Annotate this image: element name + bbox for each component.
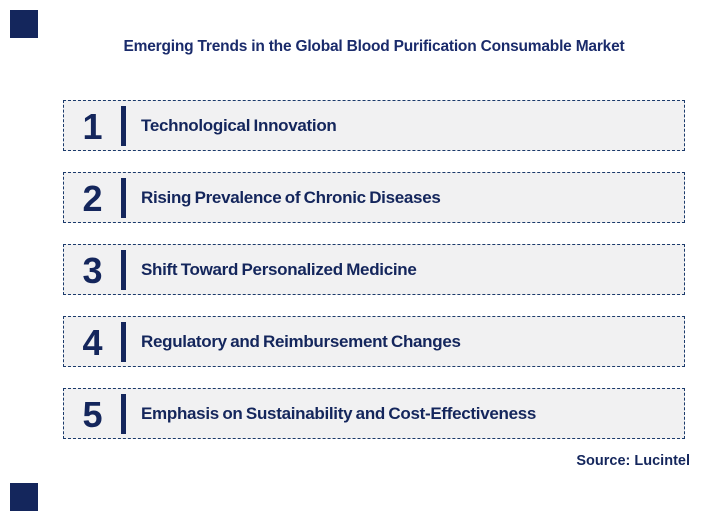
- trend-list: 1 Technological Innovation 2 Rising Prev…: [63, 100, 685, 460]
- trend-row: 4 Regulatory and Reimbursement Changes: [63, 316, 685, 367]
- trend-number: 4: [82, 321, 103, 363]
- trend-number: 1: [82, 105, 103, 147]
- trend-divider: [121, 249, 126, 290]
- trend-label: Regulatory and Reimbursement Changes: [141, 331, 461, 351]
- trend-number: 5: [82, 393, 103, 435]
- trend-label: Emphasis on Sustainability and Cost-Effe…: [141, 403, 537, 423]
- trend-row: 2 Rising Prevalence of Chronic Diseases: [63, 172, 685, 223]
- trend-row: 5 Emphasis on Sustainability and Cost-Ef…: [63, 388, 685, 439]
- trend-divider: [121, 177, 126, 218]
- source-credit: Source: Lucintel: [576, 453, 690, 469]
- trend-row: 1 Technological Innovation: [63, 100, 685, 151]
- trend-number: 2: [82, 177, 103, 219]
- corner-accent-top-left: [10, 10, 38, 38]
- trend-divider: [121, 321, 126, 362]
- trend-label: Rising Prevalence of Chronic Diseases: [141, 187, 441, 207]
- trend-row: 3 Shift Toward Personalized Medicine: [63, 244, 685, 295]
- corner-accent-bottom-left: [10, 483, 38, 511]
- trend-label: Technological Innovation: [141, 115, 337, 135]
- page-title: Emerging Trends in the Global Blood Puri…: [123, 38, 625, 55]
- trend-label: Shift Toward Personalized Medicine: [141, 259, 417, 279]
- trend-divider: [121, 393, 126, 434]
- trend-number: 3: [82, 249, 103, 291]
- trend-divider: [121, 105, 126, 146]
